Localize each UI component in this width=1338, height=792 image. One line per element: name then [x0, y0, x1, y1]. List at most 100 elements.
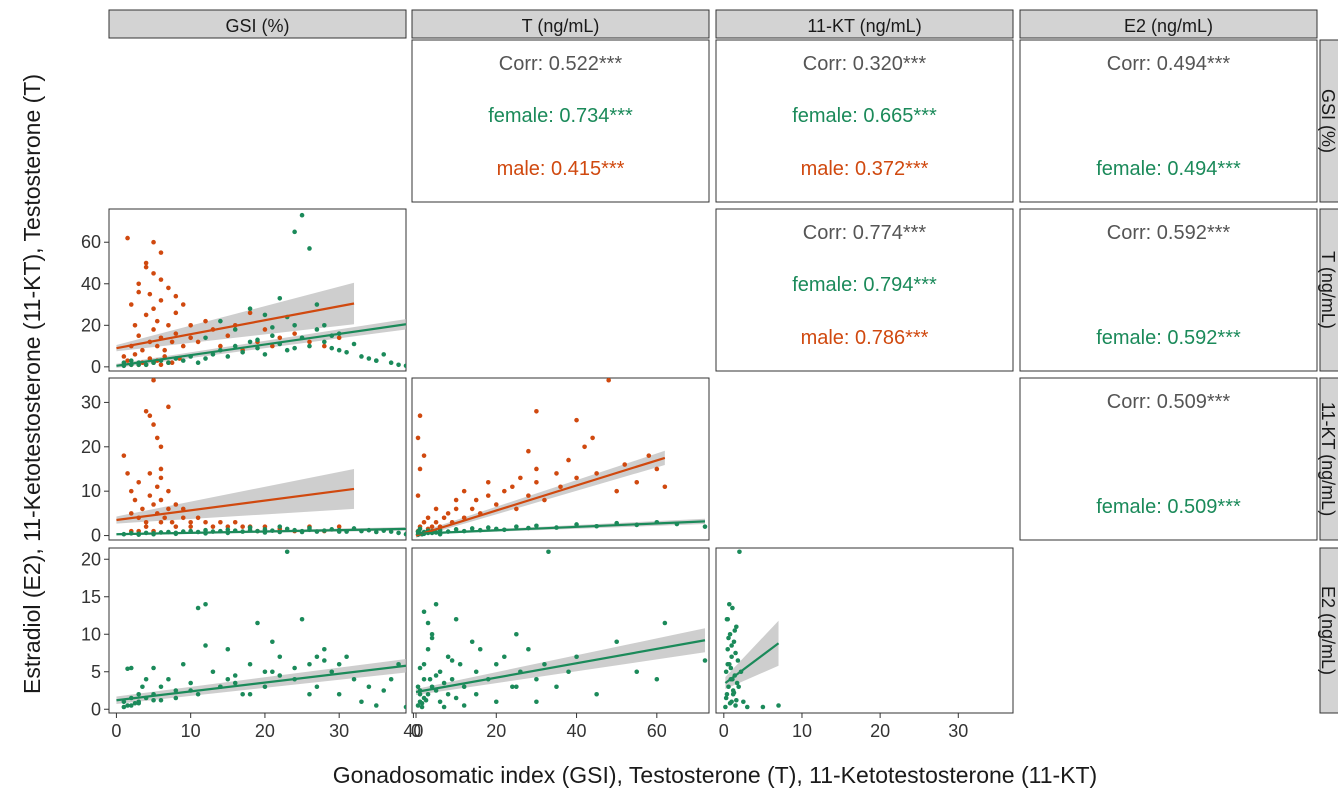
female-point: [329, 669, 335, 675]
female-point: [727, 631, 733, 637]
male-point: [534, 466, 539, 472]
female-point: [125, 666, 130, 672]
male-point: [502, 488, 507, 494]
female-point: [307, 343, 312, 349]
female-point: [225, 676, 231, 682]
female-point: [136, 700, 141, 706]
female-point: [344, 654, 349, 660]
corr-panel-r1c2: Corr: 0.774*** female: 0.794*** male: 0.78…: [715, 208, 1014, 372]
female-point: [510, 684, 515, 690]
male-point: [173, 331, 179, 336]
male-point: [173, 502, 179, 507]
male-point: [429, 524, 435, 529]
y-tick-label: 20: [81, 437, 101, 457]
male-point: [634, 480, 640, 485]
x-tick-label: 40: [567, 721, 587, 741]
male-point: [270, 343, 275, 349]
female-point: [359, 699, 364, 705]
male-point: [445, 511, 451, 516]
female-point: [614, 639, 619, 645]
male-point: [128, 488, 134, 494]
male-point: [143, 264, 149, 270]
female-point: [247, 691, 253, 697]
female-point: [136, 691, 141, 697]
top-strip-3: [1019, 9, 1318, 39]
female-point: [723, 704, 728, 710]
female-point: [760, 704, 766, 710]
female-point: [158, 697, 164, 703]
female-point: [654, 676, 660, 682]
right-strip-label-2: 11-KT (ng/mL): [1318, 402, 1338, 516]
male-confidence-band: [116, 468, 355, 524]
female-point: [449, 676, 455, 682]
y-tick-label: 40: [81, 274, 101, 294]
female-point: [284, 347, 290, 353]
male-point: [574, 417, 579, 423]
male-point: [151, 271, 156, 276]
female-point: [453, 616, 459, 622]
y-axis-label: Estradiol (E2), 11-Ketotestosterone (11-…: [19, 74, 45, 694]
female-point: [307, 525, 312, 531]
female-point: [359, 354, 364, 359]
male-point: [582, 444, 587, 450]
female-point: [732, 628, 738, 633]
female-point: [151, 697, 156, 703]
male-point: [166, 506, 171, 512]
male-point: [140, 347, 145, 353]
female-point: [726, 684, 731, 690]
male-point: [132, 497, 138, 503]
male-point: [461, 515, 467, 521]
female-point: [723, 695, 729, 701]
male-point: [173, 310, 179, 316]
male-point: [417, 466, 423, 472]
male-point: [203, 318, 208, 324]
female-point: [736, 684, 741, 690]
male-fit-line: [415, 456, 666, 537]
scatter-panel-r2c1: [411, 377, 710, 541]
female-point: [270, 669, 275, 675]
female-point: [314, 654, 320, 660]
female-point: [128, 703, 134, 708]
female-fit-line: [415, 639, 706, 694]
female-point: [270, 333, 275, 338]
female-point: [429, 635, 435, 641]
female-point: [433, 601, 439, 607]
female-point: [445, 691, 451, 697]
female-point: [457, 661, 463, 667]
male-point: [143, 408, 149, 414]
male-point: [147, 471, 153, 476]
female-point: [374, 529, 379, 535]
male-point: [158, 298, 164, 303]
right-strip-label-0: GSI (%): [1318, 89, 1338, 153]
male-point: [415, 493, 421, 498]
male-point: [415, 435, 421, 441]
female-point: [469, 639, 475, 645]
female-point: [351, 341, 357, 347]
female-point: [634, 669, 640, 675]
female-point: [403, 704, 406, 710]
male-point: [158, 466, 164, 472]
female-point: [262, 352, 268, 357]
female-point: [255, 345, 260, 351]
male-point: [421, 519, 427, 525]
female-point: [366, 356, 372, 361]
male-point: [292, 331, 297, 336]
male-fit-line: [116, 487, 355, 522]
female-point: [195, 360, 201, 365]
male-point: [195, 339, 201, 345]
corr-overall: Corr: 0.774***: [803, 222, 927, 244]
female-point: [270, 325, 275, 330]
female-point: [403, 531, 406, 537]
female-point: [125, 703, 130, 708]
male-point: [147, 413, 153, 419]
x-tick-label: 10: [792, 721, 812, 741]
male-point: [594, 471, 599, 476]
female-point: [151, 665, 156, 671]
corr-overall: Corr: 0.522***: [499, 53, 623, 75]
male-point: [125, 471, 130, 476]
y-tick-label: 0: [91, 526, 101, 546]
female-point: [292, 665, 297, 671]
x-tick-label: 20: [870, 721, 890, 741]
female-point: [292, 229, 297, 235]
